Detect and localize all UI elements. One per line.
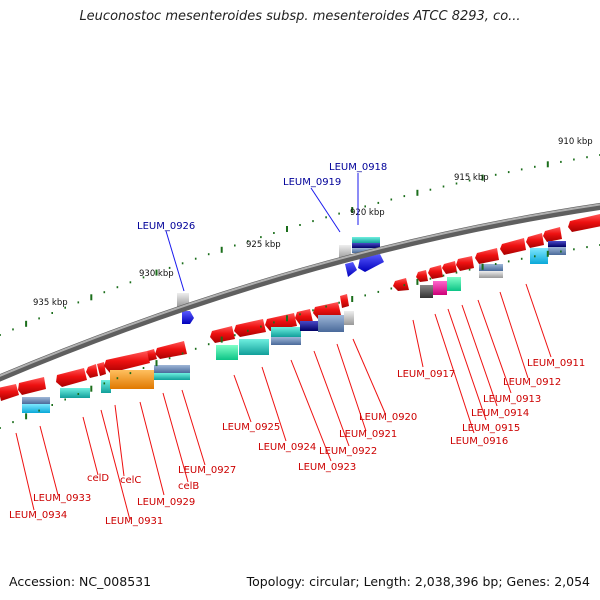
label-leum-0925[interactable]: LEUM_0925	[222, 422, 280, 433]
gene-leum-0917-cds[interactable]	[393, 278, 409, 291]
gene-box-grey[interactable]	[177, 293, 189, 307]
blue-gene-labels: LEUM_0926 LEUM_0919 LEUM_0918	[137, 162, 387, 232]
gene-leum-0926[interactable]	[182, 311, 194, 324]
annot-teal-0927[interactable]	[154, 373, 190, 380]
gene-leum-0919[interactable]	[345, 262, 357, 277]
label-leum-0923[interactable]: LEUM_0923	[298, 462, 356, 473]
label-leum-0917[interactable]: LEUM_0917	[397, 369, 455, 380]
annot-navy-b[interactable]	[548, 241, 566, 247]
gene-box-teal[interactable]	[352, 237, 380, 243]
red-gene-labels: LEUM_0911 LEUM_0912 LEUM_0913 LEUM_0914 …	[9, 358, 585, 527]
label-leum-0915[interactable]: LEUM_0915	[462, 423, 520, 434]
annotation-boxes[interactable]	[22, 241, 566, 413]
scale-ticks	[0, 154, 600, 336]
annot-grey-0912[interactable]	[479, 271, 503, 278]
cds-reverse-strand[interactable]	[0, 214, 600, 401]
gene-cds-b[interactable]	[543, 227, 562, 242]
scale-label-920: 920 kbp	[350, 208, 385, 218]
scale-label-910: 910 kbp	[558, 137, 593, 147]
label-celD[interactable]: celD	[87, 473, 109, 484]
gene-celB-cds[interactable]	[147, 349, 157, 361]
label-leum-0916[interactable]: LEUM_0916	[450, 436, 508, 447]
annot-steel-b[interactable]	[548, 247, 566, 255]
genome-backbone	[0, 202, 600, 382]
annot-navy-0922[interactable]	[300, 321, 318, 331]
annot-teal-0923[interactable]	[271, 327, 301, 337]
gene-cds-a[interactable]	[526, 233, 544, 248]
blue-leader-lines	[165, 173, 359, 292]
gene-leum-0923-cds[interactable]	[265, 313, 297, 331]
label-celB[interactable]: celB	[178, 481, 199, 492]
annot-teal-celC[interactable]	[101, 380, 111, 393]
inner-ticks	[0, 244, 600, 429]
gene-leum-0925-cds[interactable]	[210, 326, 235, 343]
gene-leum-0921-cds[interactable]	[313, 302, 341, 319]
annot-steel-0921[interactable]	[318, 315, 344, 332]
annot-steel-0912[interactable]	[479, 264, 503, 271]
annot-dark-0916[interactable]	[420, 285, 433, 298]
gene-leum-0934-cds[interactable]	[0, 384, 19, 401]
label-leum-0914[interactable]: LEUM_0914	[471, 408, 529, 419]
label-leum-0934[interactable]: LEUM_0934	[9, 510, 67, 521]
gene-small-cds[interactable]	[97, 362, 106, 376]
label-leum-0927[interactable]: LEUM_0927	[178, 465, 236, 476]
gene-cds-c[interactable]	[568, 214, 600, 232]
scale-labels: 910 kbp 915 kbp 920 kbp 925 kbp 930 kbp …	[33, 137, 593, 308]
label-leum-0912[interactable]: LEUM_0912	[503, 377, 561, 388]
gene-leum-0927-cds[interactable]	[155, 341, 187, 359]
annot-steel-0927[interactable]	[154, 365, 190, 373]
label-leum-0922[interactable]: LEUM_0922	[319, 446, 377, 457]
gene-leum-0933-cds[interactable]	[18, 377, 46, 395]
gene-leum-0920-cds[interactable]	[340, 294, 349, 308]
label-leum-0913[interactable]: LEUM_0913	[483, 394, 541, 405]
accession-info: Accession: NC_008531	[9, 574, 152, 589]
gene-celD-cds[interactable]	[56, 368, 87, 387]
red-leader-lines	[15, 283, 552, 521]
gene-celC-cds[interactable]	[86, 364, 98, 378]
gene-leum-0911-cds[interactable]	[500, 238, 526, 255]
gene-leum-0929-cds[interactable]	[104, 351, 150, 373]
annot-teal-celD[interactable]	[60, 388, 90, 398]
annot-green-0914[interactable]	[447, 277, 461, 291]
scale-label-930: 930 kbp	[139, 269, 174, 279]
label-leum-0926[interactable]: LEUM_0926	[137, 221, 195, 232]
scale-label-925: 925 kbp	[246, 240, 281, 250]
annot-teal-0924[interactable]	[239, 339, 269, 355]
gene-box-navy[interactable]	[352, 243, 380, 248]
annot-green-0925[interactable]	[216, 345, 238, 360]
label-leum-0920[interactable]: LEUM_0920	[359, 412, 417, 423]
label-leum-0921[interactable]: LEUM_0921	[339, 429, 397, 440]
scale-label-935: 935 kbp	[33, 298, 68, 308]
label-leum-0931[interactable]: LEUM_0931	[105, 516, 163, 527]
genome-backbone-highlight	[0, 203, 600, 377]
gene-leum-0914-cds[interactable]	[442, 261, 457, 274]
annot-orange-0929[interactable]	[110, 370, 154, 389]
annot-magenta-0915[interactable]	[433, 281, 447, 295]
gene-leum-0913-cds[interactable]	[456, 256, 474, 271]
gene-leum-0916-cds[interactable]	[416, 270, 428, 282]
label-leum-0911[interactable]: LEUM_0911	[527, 358, 585, 369]
gene-leum-0918[interactable]	[358, 254, 384, 272]
gene-leum-0915-cds[interactable]	[428, 265, 443, 279]
annot-grey-0920[interactable]	[344, 311, 354, 325]
annot-cyan-a[interactable]	[530, 248, 548, 264]
gene-leum-0924-cds[interactable]	[234, 319, 266, 337]
label-leum-0933[interactable]: LEUM_0933	[33, 493, 91, 504]
map-title: Leuconostoc mesenteroides subsp. mesente…	[79, 9, 521, 24]
label-leum-0929[interactable]: LEUM_0929	[137, 497, 195, 508]
label-leum-0918[interactable]: LEUM_0918	[329, 162, 387, 173]
gene-leum-0912-cds[interactable]	[475, 248, 499, 264]
annot-cyan-0933[interactable]	[22, 404, 50, 413]
topology-info: Topology: circular; Length: 2,038,396 bp…	[246, 574, 590, 589]
annot-steel-0933[interactable]	[22, 397, 50, 404]
scale-label-915: 915 kbp	[454, 173, 489, 183]
annot-steel-0923[interactable]	[271, 337, 301, 345]
label-celC[interactable]: celC	[120, 475, 141, 486]
label-leum-0924[interactable]: LEUM_0924	[258, 442, 316, 453]
label-leum-0919[interactable]: LEUM_0919	[283, 177, 341, 188]
